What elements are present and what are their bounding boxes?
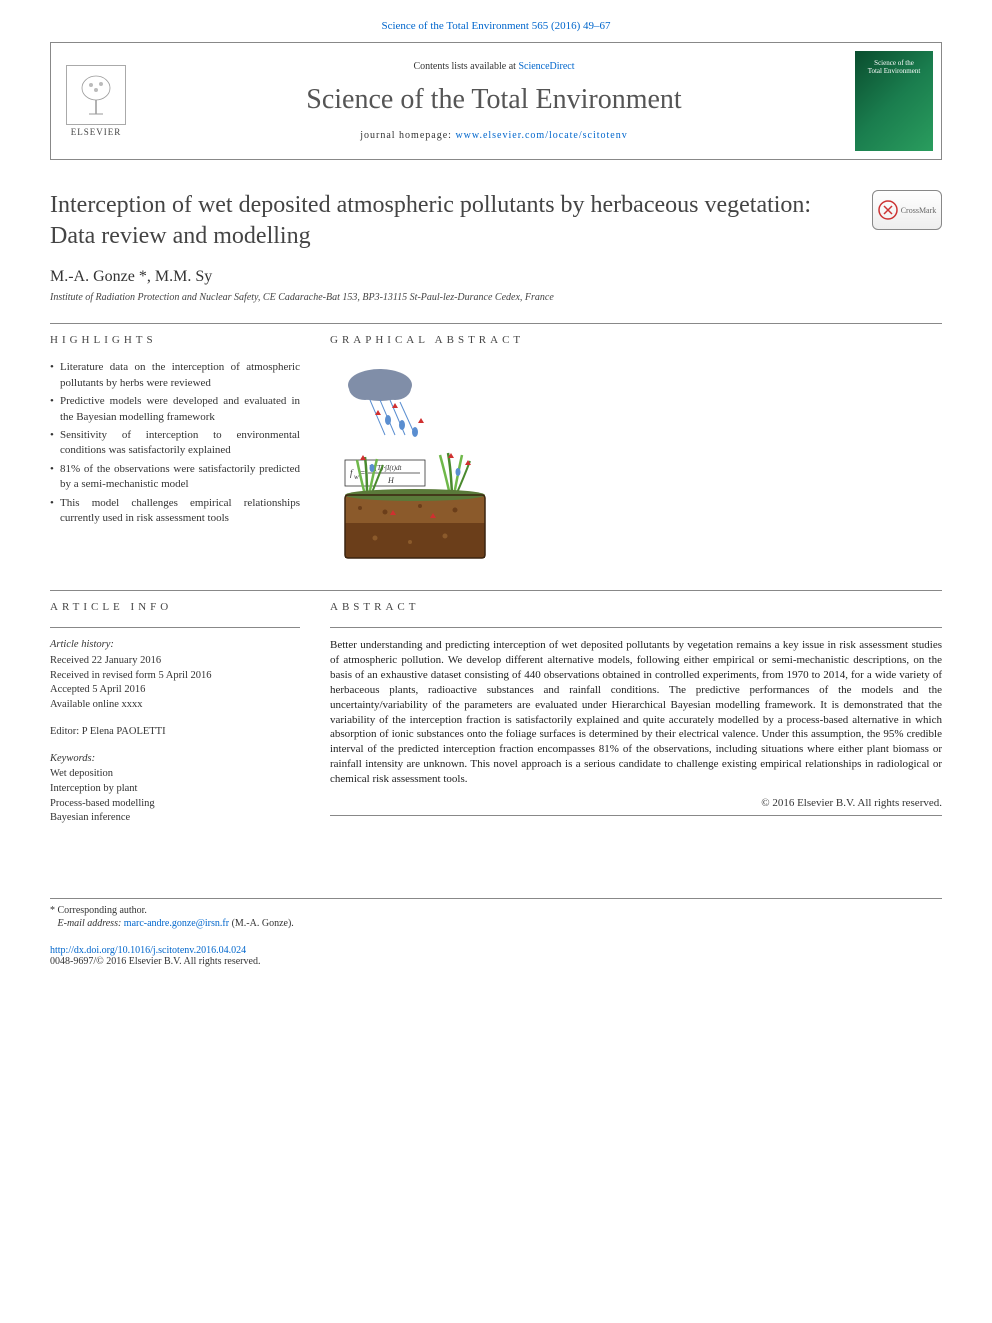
divider: [330, 627, 942, 628]
highlight-item: 81% of the observations were satisfactor…: [50, 462, 300, 493]
article-info-column: ARTICLE INFO Article history: Received 2…: [50, 601, 300, 838]
info-abstract-row: ARTICLE INFO Article history: Received 2…: [50, 601, 942, 838]
contents-available: Contents lists available at ScienceDirec…: [141, 61, 847, 72]
keyword: Bayesian inference: [50, 811, 300, 826]
email-label: E-mail address:: [58, 918, 124, 929]
footer: * Corresponding author. E-mail address: …: [50, 898, 942, 967]
article-info-block: Article history: Received 22 January 201…: [50, 638, 300, 826]
crossmark-label: CrossMark: [901, 206, 937, 215]
crossmark-badge[interactable]: CrossMark: [872, 190, 942, 230]
highlight-item: Predictive models were developed and eva…: [50, 394, 300, 425]
issn-line: 0048-9697/© 2016 Elsevier B.V. All right…: [50, 956, 260, 967]
title-row: Interception of wet deposited atmospheri…: [50, 190, 942, 252]
article-title: Interception of wet deposited atmospheri…: [50, 190, 852, 252]
sciencedirect-link[interactable]: ScienceDirect: [518, 61, 574, 72]
history-line: Received 22 January 2016: [50, 654, 300, 669]
highlights-list: Literature data on the interception of a…: [50, 360, 300, 526]
editor-block: Editor: P Elena PAOLETTI: [50, 725, 300, 740]
history-line: Accepted 5 April 2016: [50, 683, 300, 698]
highlight-item: Literature data on the interception of a…: [50, 360, 300, 391]
highlights-heading: HIGHLIGHTS: [50, 334, 300, 346]
divider: [50, 627, 300, 628]
header-center: Contents lists available at ScienceDirec…: [141, 51, 847, 151]
divider: [330, 815, 942, 816]
copyright-line: © 2016 Elsevier B.V. All rights reserved…: [330, 797, 942, 809]
journal-header: ELSEVIER Contents lists available at Sci…: [50, 42, 942, 160]
cover-text-1: Science of the: [874, 59, 914, 67]
abstract-text: Better understanding and predicting inte…: [330, 638, 942, 786]
graphical-abstract-heading: GRAPHICAL ABSTRACT: [330, 334, 942, 346]
publisher-name: ELSEVIER: [71, 127, 122, 137]
svg-text:w: w: [354, 473, 359, 481]
keywords-block: Keywords: Wet deposition Interception by…: [50, 752, 300, 826]
contents-prefix: Contents lists available at: [413, 61, 518, 72]
doi-link[interactable]: http://dx.doi.org/10.1016/j.scitotenv.20…: [50, 945, 246, 956]
abstract-heading: ABSTRACT: [330, 601, 942, 613]
keyword: Wet deposition: [50, 767, 300, 782]
authors: M.-A. Gonze *, M.M. Sy: [50, 268, 942, 286]
journal-name: Science of the Total Environment: [141, 84, 847, 116]
editor-name: P Elena PAOLETTI: [82, 726, 166, 737]
email-line: E-mail address: marc-andre.gonze@irsn.fr…: [50, 918, 942, 929]
keyword: Process-based modelling: [50, 797, 300, 812]
history-line: Received in revised form 5 April 2016: [50, 669, 300, 684]
email-suffix: (M.-A. Gonze).: [229, 918, 294, 929]
journal-cover-thumbnail: Science of the Total Environment: [855, 51, 933, 151]
keyword: Interception by plant: [50, 782, 300, 797]
highlight-item: Sensitivity of interception to environme…: [50, 428, 300, 459]
journal-homepage: journal homepage: www.elsevier.com/locat…: [141, 130, 847, 141]
homepage-link[interactable]: www.elsevier.com/locate/scitotenv: [455, 130, 627, 141]
citation-line: Science of the Total Environment 565 (20…: [50, 20, 942, 32]
doi-block: http://dx.doi.org/10.1016/j.scitotenv.20…: [50, 945, 942, 967]
highlights-graphical-row: HIGHLIGHTS Literature data on the interc…: [50, 334, 942, 570]
elsevier-tree-icon: [66, 65, 126, 125]
affiliation: Institute of Radiation Protection and Nu…: [50, 292, 942, 303]
corresponding-author-note: * Corresponding author.: [50, 905, 942, 916]
publisher-logo: ELSEVIER: [51, 55, 141, 147]
abstract-column: ABSTRACT Better understanding and predic…: [330, 601, 942, 838]
article-history: Article history: Received 22 January 201…: [50, 638, 300, 712]
history-line: Available online xxxx: [50, 698, 300, 713]
highlight-item: This model challenges empirical relation…: [50, 496, 300, 527]
highlights-column: HIGHLIGHTS Literature data on the interc…: [50, 334, 300, 570]
divider: [50, 590, 942, 591]
keywords-heading: Keywords:: [50, 752, 300, 767]
citation-link[interactable]: Science of the Total Environment 565 (20…: [381, 20, 610, 32]
cover-text-2: Total Environment: [868, 67, 921, 75]
graphical-abstract-column: GRAPHICAL ABSTRACT: [330, 334, 942, 570]
history-heading: Article history:: [50, 638, 300, 653]
editor-label: Editor:: [50, 726, 82, 737]
author-email-link[interactable]: marc-andre.gonze@irsn.fr: [124, 918, 229, 929]
graphical-abstract-figure: f w = W(T)·∫I(t)dt H: [330, 360, 500, 570]
homepage-prefix: journal homepage:: [360, 130, 455, 141]
article-info-heading: ARTICLE INFO: [50, 601, 300, 613]
divider: [50, 323, 942, 324]
